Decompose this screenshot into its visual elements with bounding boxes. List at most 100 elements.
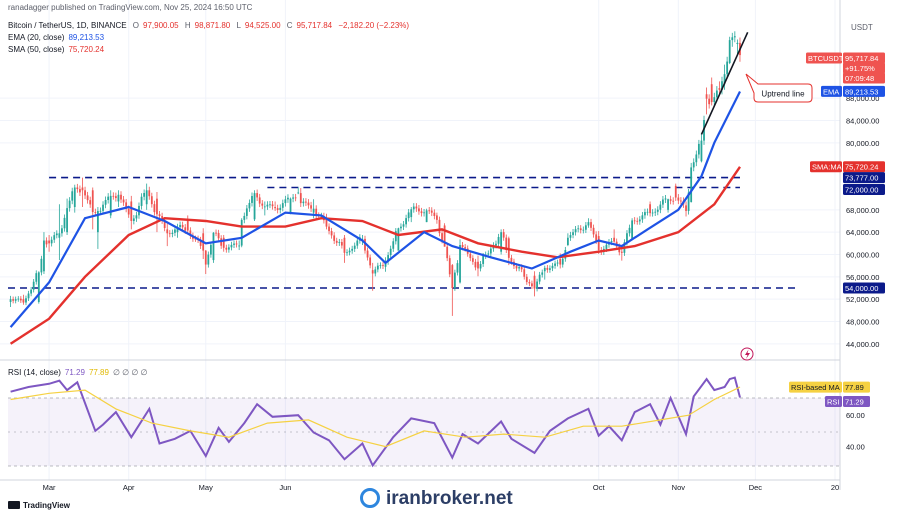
candle-body-227 [592, 227, 595, 235]
lightning-icon[interactable] [740, 347, 754, 361]
candle-body-118 [312, 208, 315, 213]
candle-body-274 [713, 97, 716, 103]
candle-body-30 [86, 195, 89, 201]
candle-body-263 [685, 205, 687, 211]
candle-11 [37, 271, 40, 304]
candle-119 [315, 205, 318, 220]
countdown-tag-text: 07:09:48 [845, 74, 874, 83]
candle-155 [407, 209, 410, 222]
candle-body-84 [225, 247, 228, 250]
candle-247 [644, 208, 646, 219]
moving-averages [9, 91, 741, 345]
candle-body-143 [376, 265, 379, 270]
rsi-name-tag-text: RSI [827, 398, 840, 407]
candle-29 [84, 186, 86, 199]
candle-99 [263, 201, 266, 216]
candle-body-95 [253, 193, 256, 220]
candle-body-242 [631, 220, 634, 239]
candle-body-131 [346, 252, 348, 254]
x-tick-label-4: Oct [593, 483, 606, 492]
candle-108 [287, 194, 289, 203]
candle-5 [22, 294, 25, 305]
candle-57 [156, 191, 158, 233]
candle-body-275 [715, 90, 718, 98]
candle-body-69 [186, 221, 189, 231]
candle-224 [584, 222, 587, 234]
candle-207 [541, 269, 544, 278]
candle-body-26 [76, 187, 79, 190]
candle-259 [674, 183, 677, 201]
candle-96 [256, 189, 259, 201]
candle-body-157 [412, 206, 415, 210]
candle-body-99 [263, 206, 266, 208]
candle-body-58 [158, 214, 161, 217]
candle-166 [436, 212, 438, 224]
candle-body-213 [556, 262, 559, 264]
currency-label[interactable]: USDT [851, 23, 873, 32]
candle-90 [240, 218, 243, 248]
rsi-y-tick-label-1: 60.00 [846, 411, 865, 420]
rsi-y-tick-label-0: 40.00 [846, 443, 865, 452]
sma-name-tag-text: SMA:MA [812, 163, 842, 172]
watermark: iranbroker.net [360, 488, 513, 510]
candle-body-221 [577, 228, 580, 230]
candle-body-282 [733, 36, 736, 38]
candle-43 [120, 191, 122, 204]
candle-65 [176, 223, 179, 238]
rsi-group [10, 376, 741, 468]
ema-legend[interactable]: EMA (20, close) 89,213.53 [8, 33, 108, 42]
candle-body-107 [284, 199, 287, 204]
candle-10 [35, 270, 38, 285]
candle-202 [528, 279, 531, 287]
level-54000-tag-text: 54,000.00 [845, 284, 878, 293]
candle-113 [299, 188, 302, 208]
candle-body-25 [73, 187, 76, 208]
candle-37 [104, 196, 107, 209]
candle-body-141 [371, 270, 374, 274]
x-tick-label-7: 20 [831, 483, 839, 492]
candle-body-201 [525, 276, 528, 283]
candle-153 [402, 220, 405, 230]
candle-49 [135, 211, 138, 222]
candle-281 [731, 32, 734, 47]
candle-130 [343, 234, 346, 263]
candle-body-142 [374, 269, 377, 274]
candle-39 [109, 190, 112, 219]
candle-body-166 [436, 215, 438, 220]
ohlc-header: Bitcoin / TetherUS, 1D, BINANCE O 97,900.… [8, 21, 413, 30]
candle-body-177 [464, 247, 467, 249]
candle-body-245 [638, 219, 641, 222]
candle-41 [114, 192, 117, 202]
btcusdt-tag-text: BTCUSDT [808, 54, 844, 63]
candle-86 [230, 241, 233, 251]
candle-109 [289, 197, 292, 215]
candle-217 [566, 233, 569, 247]
candle-body-113 [299, 193, 302, 204]
candle-272 [708, 94, 711, 109]
candle-body-174 [456, 263, 459, 273]
y-tick-label-3: 56,000.00 [846, 273, 879, 282]
candle-276 [718, 81, 721, 94]
candle-body-83 [222, 237, 225, 248]
candle-body-171 [448, 258, 451, 275]
candle-body-35 [99, 210, 102, 212]
y-tick-label-0: 44,000.00 [846, 340, 879, 349]
candle-body-2 [14, 299, 17, 301]
candle-243 [633, 217, 636, 225]
candle-body-199 [520, 267, 523, 270]
symbol-title[interactable]: Bitcoin / TetherUS, 1D, BINANCE [8, 21, 127, 30]
candle-body-49 [135, 215, 138, 219]
candle-206 [538, 271, 541, 285]
candle-body-229 [597, 236, 600, 251]
candle-201 [525, 273, 528, 285]
sma-legend[interactable]: SMA (50, close) 75,720.24 [8, 45, 108, 54]
candle-12 [40, 255, 43, 276]
rsi-legend[interactable]: RSI (14, close) 71.29 77.89 ∅ ∅ ∅ ∅ [8, 368, 152, 377]
candle-4 [19, 296, 22, 303]
tradingview-logo[interactable]: TradingView [8, 501, 70, 510]
candle-body-251 [654, 211, 657, 213]
candle-body-212 [554, 263, 556, 266]
candle-6 [25, 295, 27, 306]
candle-body-219 [572, 232, 574, 236]
